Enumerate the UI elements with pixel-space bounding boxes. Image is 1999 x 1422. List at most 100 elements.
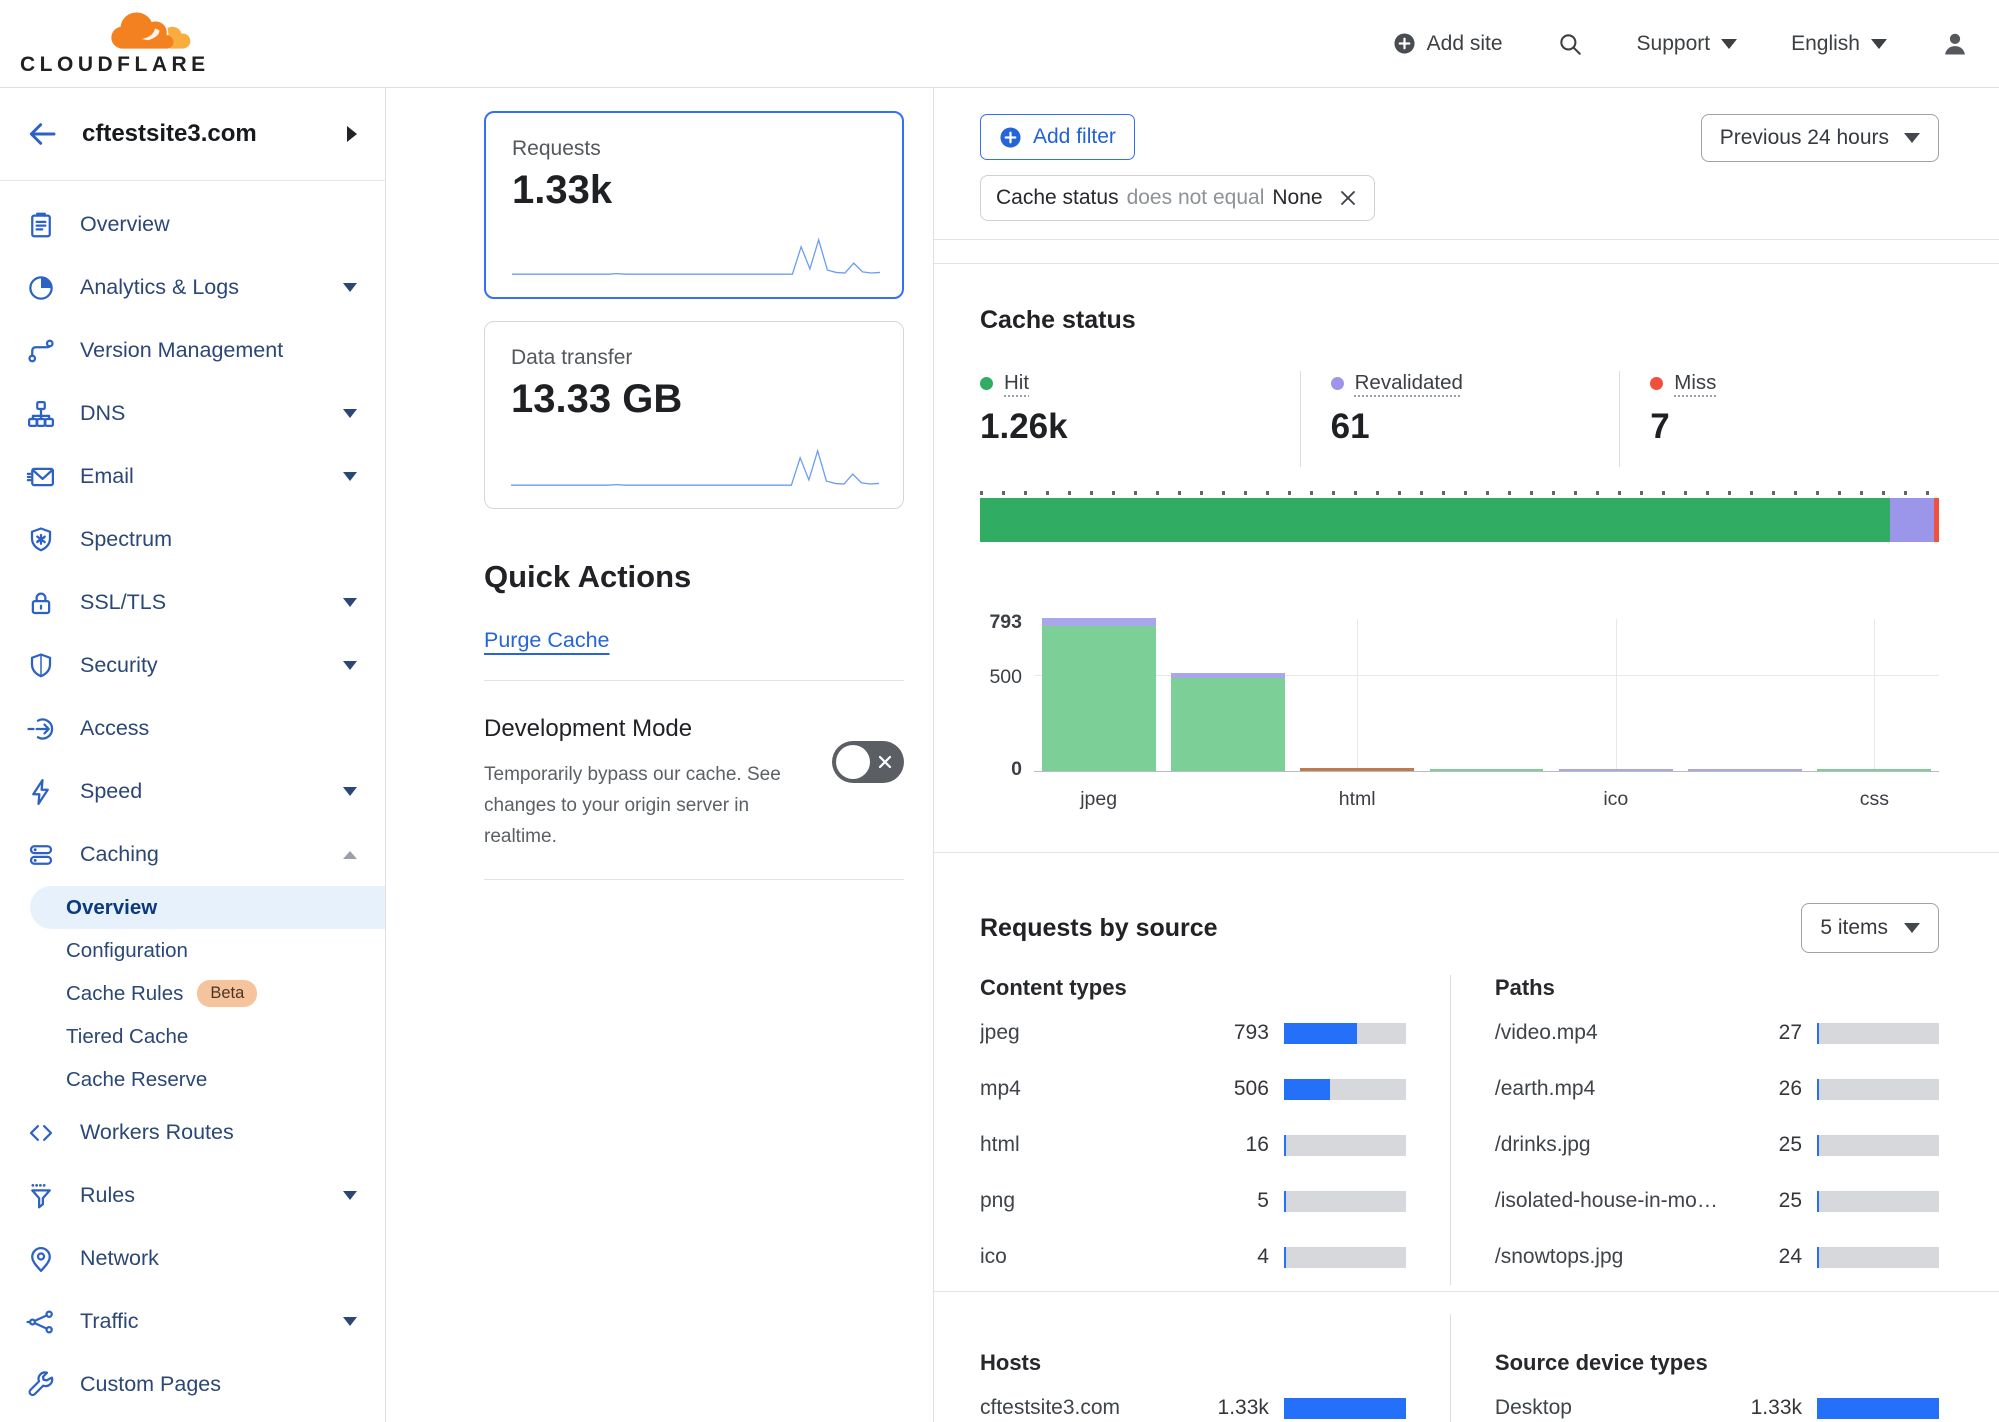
user-menu[interactable] bbox=[1941, 30, 1969, 58]
chart-column bbox=[1041, 618, 1156, 771]
sidebar-item-label: Traffic bbox=[80, 1309, 139, 1333]
sidebar-item-spectrum[interactable]: Spectrum bbox=[0, 508, 385, 571]
sidebar-item-access[interactable]: Access bbox=[0, 697, 385, 760]
y-tick: 500 bbox=[989, 666, 1022, 688]
chevron-down-icon bbox=[343, 409, 357, 418]
sidebar-item-dns[interactable]: DNS bbox=[0, 382, 385, 445]
distribution-segment-hit bbox=[980, 498, 1890, 542]
table-row: png 5 bbox=[980, 1173, 1406, 1229]
search-button[interactable] bbox=[1557, 31, 1583, 57]
cache-status-legend: Hit 1.26k Revalidated 61 bbox=[980, 371, 1939, 467]
x-axis-label: jpeg bbox=[1080, 788, 1118, 810]
sidebar-subitem-label: Overview bbox=[66, 895, 158, 919]
purge-cache-link[interactable]: Purge Cache bbox=[484, 628, 610, 652]
chart-column bbox=[1688, 769, 1802, 771]
table-row: jpeg 793 bbox=[980, 1005, 1406, 1061]
sidebar-item-custom-pages[interactable]: Custom Pages bbox=[0, 1353, 385, 1416]
wrench-icon bbox=[26, 1370, 56, 1400]
data-transfer-metric-card[interactable]: Data transfer 13.33 GB bbox=[484, 321, 904, 509]
back-arrow-icon[interactable] bbox=[26, 118, 58, 150]
device-types-rows: Desktop 1.33k bbox=[1495, 1380, 1939, 1422]
sidebar-item-analytics-logs[interactable]: Analytics & Logs bbox=[0, 256, 385, 319]
sidebar-item-overview[interactable]: Overview bbox=[0, 193, 385, 256]
language-menu[interactable]: English bbox=[1791, 32, 1887, 56]
row-bar-track bbox=[1283, 1397, 1406, 1419]
sidebar-subitem-tiered-cache[interactable]: Tiered Cache bbox=[0, 1015, 385, 1058]
y-tick: 0 bbox=[1011, 758, 1022, 780]
gridline bbox=[1357, 619, 1359, 771]
cache-status-title: Cache status bbox=[980, 306, 1136, 334]
support-menu[interactable]: Support bbox=[1637, 32, 1738, 56]
sidebar-subitem-overview[interactable]: Overview bbox=[30, 886, 385, 929]
pin-icon bbox=[26, 1244, 56, 1274]
column-segment-hit bbox=[1171, 678, 1285, 771]
sidebar-item-security[interactable]: Security bbox=[0, 634, 385, 697]
sidebar-subitem-label: Cache Rules bbox=[66, 981, 184, 1005]
divider bbox=[934, 1291, 1999, 1292]
row-bar-track bbox=[1283, 1078, 1406, 1100]
chevron-down-icon bbox=[343, 472, 357, 481]
site-header: cftestsite3.com bbox=[0, 88, 385, 181]
row-bar-fill bbox=[1283, 1190, 1287, 1212]
source-tables: Content types jpeg 793 mp4 506 html 16 png 5 ico… bbox=[980, 975, 1939, 1285]
sidebar-item-workers-routes[interactable]: Workers Routes bbox=[0, 1101, 385, 1164]
top-navbar: CLOUDFLARE Add site Support English bbox=[0, 0, 1999, 87]
add-site-label: Add site bbox=[1426, 31, 1503, 55]
sidebar-item-label: Network bbox=[80, 1246, 159, 1270]
chevron-down-icon bbox=[1871, 38, 1887, 49]
server-stack-icon bbox=[26, 840, 56, 870]
divider bbox=[484, 680, 904, 681]
chevron-down-icon bbox=[343, 661, 357, 670]
development-mode-toggle[interactable] bbox=[832, 741, 904, 783]
row-bar-fill bbox=[1283, 1022, 1357, 1044]
sidebar-item-rules[interactable]: Rules bbox=[0, 1164, 385, 1227]
sidebar-item-caching[interactable]: Caching bbox=[0, 823, 385, 886]
shield-badge-icon bbox=[26, 525, 56, 555]
row-label: html bbox=[980, 1133, 1020, 1156]
envelope-icon bbox=[26, 462, 56, 492]
sidebar-item-traffic[interactable]: Traffic bbox=[0, 1290, 385, 1353]
sidebar-subitem-configuration[interactable]: Configuration bbox=[0, 929, 385, 972]
row-bar-fill bbox=[1817, 1246, 1820, 1268]
hit-label[interactable]: Hit bbox=[1004, 371, 1030, 394]
table-row: Desktop 1.33k bbox=[1495, 1380, 1939, 1422]
top-nav-links: Add site Support English bbox=[1393, 30, 1969, 58]
filter-chip[interactable]: Cache status does not equal None bbox=[980, 175, 1375, 221]
data-transfer-sparkline bbox=[511, 444, 879, 490]
sidebar-item-version-management[interactable]: Version Management bbox=[0, 319, 385, 382]
chart-column bbox=[1171, 673, 1285, 771]
sidebar-item-label: Custom Pages bbox=[80, 1372, 222, 1396]
row-label: jpeg bbox=[980, 1021, 1020, 1044]
remove-filter-x-icon[interactable] bbox=[1337, 187, 1359, 209]
filter-chip-field: Cache status bbox=[996, 186, 1119, 209]
sidebar-item-network[interactable]: Network bbox=[0, 1227, 385, 1290]
column-segment-revalidated bbox=[1171, 673, 1285, 679]
time-range-dropdown[interactable]: Previous 24 hours bbox=[1700, 114, 1939, 162]
chevron-up-icon bbox=[343, 850, 357, 859]
column-segment-revalidated bbox=[1558, 769, 1673, 771]
row-bar-track bbox=[1817, 1246, 1939, 1268]
add-site-button[interactable]: Add site bbox=[1393, 32, 1503, 56]
sidebar-subitem-cache-reserve[interactable]: Cache Reserve bbox=[0, 1058, 385, 1101]
row-value: 27 bbox=[1778, 1021, 1802, 1044]
revalidated-label[interactable]: Revalidated bbox=[1354, 371, 1463, 394]
y-axis: 793 500 0 bbox=[980, 611, 1034, 780]
paths-rows: /video.mp4 27/earth.mp4 26/drinks.jpg 25/is… bbox=[1495, 1005, 1939, 1285]
content-types-table: Content types jpeg 793 mp4 506 html 16 png 5 ico… bbox=[980, 975, 1450, 1285]
miss-label[interactable]: Miss bbox=[1674, 371, 1717, 394]
items-count-dropdown[interactable]: 5 items bbox=[1801, 903, 1939, 953]
site-switcher-chevron-right-icon[interactable] bbox=[347, 126, 357, 142]
sidebar-item-email[interactable]: Email bbox=[0, 445, 385, 508]
add-filter-button[interactable]: Add filter bbox=[980, 114, 1135, 160]
sidebar-subitem-cache-rules[interactable]: Cache Rules Beta bbox=[0, 972, 385, 1015]
sidebar-item-label: DNS bbox=[80, 401, 126, 425]
requests-metric-card[interactable]: Requests 1.33k bbox=[484, 111, 904, 299]
table-row: /isolated-house-in-mo… 25 bbox=[1495, 1173, 1939, 1229]
table-row: /snowtops.jpg 24 bbox=[1495, 1229, 1939, 1285]
sidebar-item-label: Email bbox=[80, 464, 134, 488]
sidebar-item-ssl-tls[interactable]: SSL/TLS bbox=[0, 571, 385, 634]
sidebar-item-speed[interactable]: Speed bbox=[0, 760, 385, 823]
gridline bbox=[1615, 619, 1617, 771]
cloudflare-logo[interactable]: CLOUDFLARE bbox=[20, 10, 210, 77]
chevron-down-icon bbox=[343, 1317, 357, 1326]
